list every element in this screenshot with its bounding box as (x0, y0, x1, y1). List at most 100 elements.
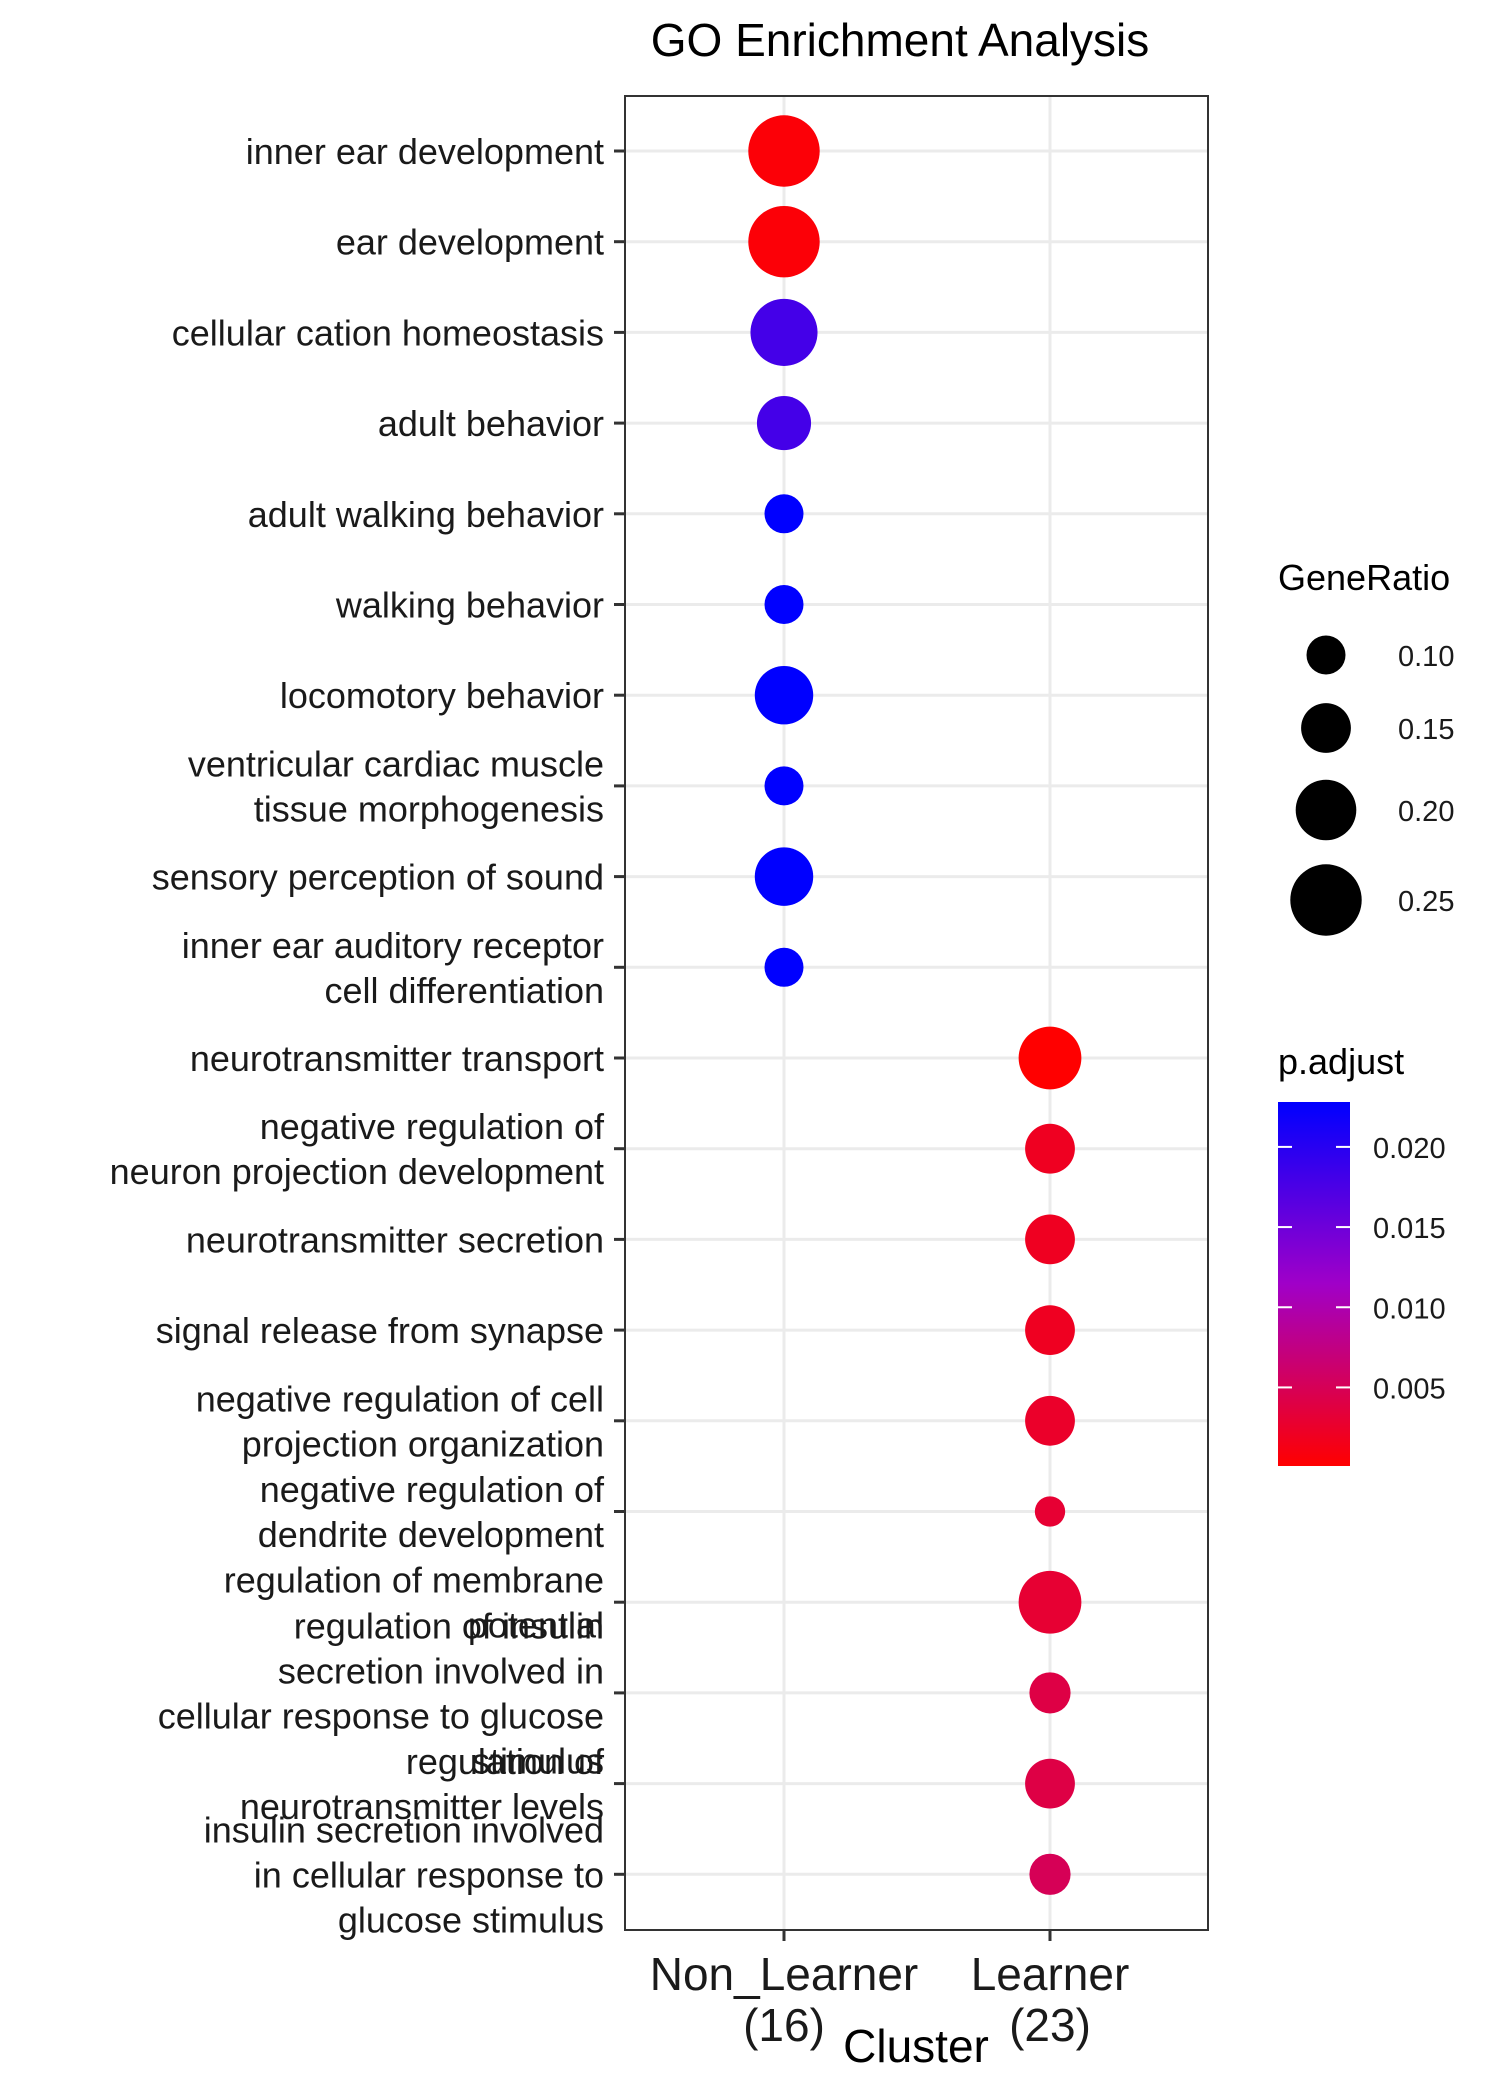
data-point (764, 585, 804, 624)
y-tick-label-line: adult behavior (378, 403, 604, 444)
x-tick-count: (23) (1009, 1999, 1091, 2051)
color-bar-label: 0.015 (1373, 1213, 1446, 1245)
y-tick-label: insulin secretion involved in cellular re… (204, 1809, 604, 1940)
data-point (1029, 1672, 1071, 1714)
y-tick-label-line: regulation of membrane (224, 1560, 604, 1601)
y-tick-label: ventricular cardiac muscle tissue morphog… (188, 743, 604, 829)
y-tick-label-line: signal release from synapse (156, 1310, 604, 1351)
gene-ratio-key-label: 0.20 (1398, 796, 1454, 828)
data-point (748, 206, 820, 278)
y-tick-label: negative regulation of neuron projection … (110, 1106, 605, 1192)
y-tick-label-line: regulation of (406, 1741, 605, 1782)
gene-ratio-key (1306, 635, 1346, 675)
gene-ratio-legend: GeneRatio 0.10 0.15 0.20 0.25 (1278, 557, 1454, 936)
gene-ratio-key-label: 0.10 (1398, 641, 1454, 673)
y-tick-label-line: tissue morphogenesis (254, 788, 604, 829)
y-tick-label-line: negative regulation of cell (196, 1378, 604, 1419)
y-tick-label: negative regulation of cell projection or… (196, 1378, 604, 1464)
gene-ratio-key-label: 0.15 (1398, 714, 1454, 746)
y-tick-label: adult walking behavior (248, 494, 604, 535)
data-point (748, 115, 820, 187)
y-tick-label-line: inner ear development (246, 131, 604, 172)
y-tick-label-line: adult walking behavior (248, 494, 604, 535)
gene-ratio-key-label: 0.25 (1398, 886, 1454, 918)
data-point (1034, 1496, 1066, 1527)
gene-ratio-legend-title: GeneRatio (1278, 557, 1450, 598)
y-tick-label: regulation of neurotransmitter levels (240, 1741, 605, 1827)
gene-ratio-key (1301, 703, 1351, 753)
y-tick-label-line: regulation of insulin (294, 1605, 604, 1646)
x-tick-label: Learner (971, 1948, 1130, 2000)
color-bar-label: 0.020 (1373, 1133, 1446, 1165)
data-point (764, 766, 804, 806)
y-tick-label: negative regulation of dendrite developme… (258, 1469, 605, 1555)
y-tick-label-line: sensory perception of sound (152, 857, 604, 898)
plot-panel (624, 95, 1209, 1931)
color-bar-label: 0.005 (1373, 1373, 1446, 1405)
y-tick-label: neurotransmitter secretion (186, 1219, 604, 1260)
y-tick-label-line: potential (468, 1605, 604, 1646)
y-tick-label-line: in cellular response to (254, 1854, 604, 1895)
y-tick-label-line: neuron projection development (110, 1151, 604, 1192)
y-tick-label-line: glucose stimulus (338, 1899, 604, 1940)
p-adjust-legend-title: p.adjust (1278, 1041, 1404, 1082)
y-tick-label-line: neurotransmitter secretion (186, 1219, 604, 1260)
y-tick-label-line: ear development (336, 222, 604, 263)
y-tick-label: neurotransmitter transport (190, 1038, 604, 1079)
y-tick-label-line: stimulus (472, 1740, 604, 1781)
data-point (1029, 1853, 1071, 1895)
y-tick-label-line: secretion involved in (278, 1650, 604, 1691)
data-point (764, 947, 804, 987)
data-point (1018, 1570, 1082, 1634)
y-tick-label-line: cellular cation homeostasis (172, 312, 604, 353)
y-tick-label-line: walking behavior (335, 585, 604, 626)
data-point (756, 396, 812, 451)
x-tick-count: (16) (743, 1999, 825, 2051)
y-tick-label: walking behavior (335, 585, 604, 626)
x-tick-label: Non_Learner (650, 1948, 919, 2000)
p-adjust-legend: p.adjust 0.005 0.010 0.015 0.020 (1278, 1041, 1446, 1466)
data-point (750, 298, 818, 366)
y-tick-label: inner ear development (246, 131, 604, 172)
y-tick-label: cellular cation homeostasis (172, 312, 604, 353)
y-tick-label-line: neurotransmitter transport (190, 1038, 604, 1079)
gene-ratio-key (1290, 864, 1362, 936)
panel-border (624, 95, 1209, 1931)
x-axis-title: Cluster (843, 2020, 989, 2072)
data-point (1018, 1026, 1082, 1090)
data-point (1025, 1395, 1075, 1446)
data-point (764, 494, 804, 534)
data-point (754, 665, 814, 725)
y-tick-label-line: cell differentiation (324, 970, 604, 1011)
y-axis: inner ear development ear development cell… (110, 131, 625, 1940)
y-tick-label: ear development (336, 222, 604, 263)
y-tick-label: adult behavior (378, 403, 604, 444)
y-tick-label-line: negative regulation of (260, 1469, 605, 1510)
y-tick-label: inner ear auditory receptor cell differen… (182, 925, 604, 1011)
y-tick-label-line: cellular response to glucose (158, 1695, 604, 1736)
x-axis: Non_Learner(16) Learner(23) (650, 1930, 1130, 2051)
data-point (754, 847, 814, 906)
y-tick-label-line: inner ear auditory receptor (182, 925, 604, 966)
y-tick-label-line: ventricular cardiac muscle (188, 743, 604, 784)
y-tick-label: locomotory behavior (280, 675, 604, 716)
color-bar (1278, 1102, 1350, 1466)
data-point (1025, 1214, 1075, 1265)
y-tick-label-line: insulin secretion involved (204, 1809, 604, 1850)
data-point (1025, 1305, 1075, 1355)
y-tick-label: signal release from synapse (156, 1310, 604, 1351)
y-tick-label: sensory perception of sound (152, 857, 604, 898)
color-bar-label: 0.010 (1373, 1293, 1446, 1325)
y-tick-label-line: locomotory behavior (280, 675, 604, 716)
y-tick-label: regulation of insulin secretion involved … (158, 1605, 604, 1781)
gene-ratio-key (1295, 779, 1357, 841)
chart-title: GO Enrichment Analysis (651, 14, 1150, 66)
data-point (1025, 1123, 1075, 1174)
y-tick-label: regulation of membrane potential (224, 1560, 604, 1646)
y-tick-label-line: projection organization (242, 1423, 604, 1464)
y-tick-label-line: dendrite development (258, 1514, 604, 1555)
y-tick-label-line: negative regulation of (260, 1106, 605, 1147)
y-tick-label-line: neurotransmitter levels (240, 1786, 604, 1827)
